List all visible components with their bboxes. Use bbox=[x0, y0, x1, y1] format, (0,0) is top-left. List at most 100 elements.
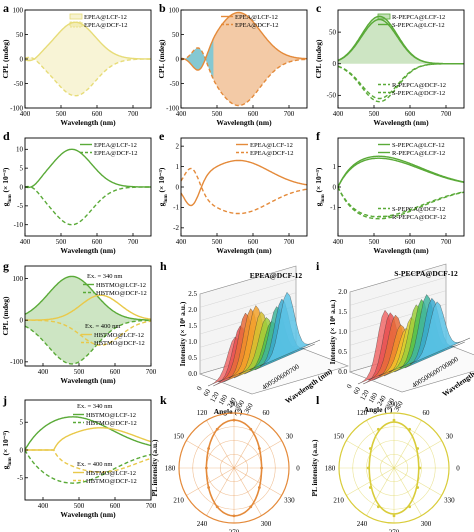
x-tick-label: 400 bbox=[176, 110, 187, 118]
x-tick-label: 700 bbox=[128, 110, 139, 118]
polar-point bbox=[260, 466, 264, 470]
angle-label-150: 150 bbox=[173, 433, 184, 441]
y-axis-label: CPL (mdeg) bbox=[1, 296, 10, 335]
legend-label-0: R-PEPCA@LCF-12 bbox=[392, 14, 445, 21]
y-tick-label: 50 bbox=[172, 31, 180, 39]
x-tick-label: 400 bbox=[38, 368, 49, 376]
ex340-label: Ex. = 340 nm bbox=[87, 273, 122, 280]
y-tick-label: 0 bbox=[176, 55, 180, 63]
z-axis-label: Intensity (× 10⁶ a.u.) bbox=[328, 299, 337, 364]
x-axis-label: Wavelength (nm) bbox=[60, 118, 116, 127]
y-tick-label: -2 bbox=[173, 224, 179, 232]
angular-grid bbox=[366, 467, 395, 516]
x-axis-label: Wavelength (nm) bbox=[60, 510, 116, 519]
angle-label-0: 0 bbox=[456, 465, 460, 473]
chart-title: EPEA@DCF-12 bbox=[250, 271, 303, 280]
polar-point bbox=[215, 427, 219, 431]
x-tick-label: 600 bbox=[110, 368, 121, 376]
series-line-3 bbox=[25, 319, 152, 346]
panel-label-c: c bbox=[316, 1, 322, 15]
x-axis-label: Wavelength (nm) bbox=[373, 246, 429, 255]
y-axis-label: glum (× 10⁻³) bbox=[1, 430, 13, 469]
legend-label-1-0: HBTMO@LCF-12 bbox=[86, 470, 136, 477]
angle-label-180: 180 bbox=[165, 465, 176, 473]
panel-g: 400 500 600 700 -100 0 100 Wavelength (nm) CPL (… bbox=[1, 265, 157, 385]
x-tick-label: 400 bbox=[38, 502, 49, 510]
y-tick-label: 50 bbox=[329, 28, 337, 36]
y-tick-label: 10 bbox=[16, 146, 24, 154]
panel-j: 400 500 600 700 -5 0 5 Wavelength (nm) glum (× 1… bbox=[1, 399, 157, 519]
x-axis-label: Wavelength (nm) bbox=[216, 118, 272, 127]
angle-axis-label: Angle (°) bbox=[364, 405, 393, 414]
x-tick-label: 400 bbox=[333, 110, 344, 118]
x-tick-label: 600 bbox=[248, 110, 259, 118]
panel-l: 0 30 60 90 120 150 180 210 240 270 300 330 PL intens… bbox=[310, 401, 460, 532]
angle-label-300: 300 bbox=[421, 520, 432, 528]
angular-grid bbox=[186, 440, 235, 469]
y-tick-label: -50 bbox=[14, 80, 24, 88]
legend-swatch bbox=[69, 21, 83, 28]
y-tick-label: 5 bbox=[20, 419, 24, 427]
angular-grid bbox=[233, 420, 262, 469]
angle-axis-label: Angle (°) bbox=[214, 407, 243, 416]
series-fill-0 bbox=[25, 276, 151, 321]
x-tick-label: 500 bbox=[212, 238, 223, 246]
panel-label-i: i bbox=[316, 259, 320, 273]
angular-grid bbox=[233, 467, 282, 496]
angle-label-300: 300 bbox=[261, 520, 272, 528]
angle-label-120: 120 bbox=[357, 409, 368, 417]
legend-label-1: EPEA@DCF-12 bbox=[235, 22, 279, 29]
angle-label-150: 150 bbox=[333, 433, 344, 441]
legend-label-1: EPEA@DCF-12 bbox=[250, 150, 294, 157]
x-tick-label: 600 bbox=[405, 238, 416, 246]
plot-frame bbox=[337, 9, 465, 109]
polar-point bbox=[207, 447, 211, 450]
y-tick-label: 0 bbox=[20, 316, 24, 324]
series-line-1 bbox=[24, 56, 151, 97]
angle-label-270: 270 bbox=[229, 529, 240, 532]
polar-point bbox=[232, 418, 236, 422]
polar-point bbox=[376, 505, 380, 509]
x-tick-label: 600 bbox=[92, 238, 103, 246]
x-tick-label: 500 bbox=[369, 110, 380, 118]
x-tick-label: 600 bbox=[110, 502, 121, 510]
angle-label-240: 240 bbox=[197, 520, 208, 528]
panel-e: 400 500 600 700 -2 -1 0 1 2 Wavelength (nm) glum (… bbox=[157, 137, 308, 255]
series-line-0 bbox=[24, 21, 151, 62]
y-tick-label: 0 bbox=[333, 183, 337, 191]
z-tick-label: 2.0 bbox=[188, 306, 197, 314]
angle-label-330: 330 bbox=[444, 497, 455, 505]
polar-point bbox=[368, 447, 372, 450]
y-tick-label: -1 bbox=[173, 204, 179, 212]
x-axis-label: Wavelength (nm) bbox=[373, 118, 429, 127]
panel-label-l: l bbox=[316, 393, 320, 407]
polar-point bbox=[418, 466, 422, 470]
legend-label-1-1: HBTMO@DCF-12 bbox=[86, 478, 137, 485]
polar-point bbox=[376, 427, 380, 431]
panel-label-f: f bbox=[316, 129, 321, 143]
series-line-3 bbox=[337, 63, 464, 100]
ex400-label: Ex. = 400 nm bbox=[77, 461, 112, 468]
polar-point bbox=[392, 418, 396, 422]
legend-label-3: S-PEPCA@DCF-12 bbox=[392, 90, 445, 97]
z-tick-label: 0.5 bbox=[188, 354, 197, 362]
legend-label-0-1: HBTMO@DCF-12 bbox=[86, 420, 137, 427]
ex340-label: Ex. = 340 nm bbox=[77, 403, 112, 410]
spectrum-trace-10 bbox=[259, 292, 321, 367]
legend-label-0-0: HBTMO@LCF-12 bbox=[96, 282, 146, 289]
x-tick-label: 600 bbox=[248, 238, 259, 246]
x-tick-label: 700 bbox=[146, 368, 157, 376]
panel-b: 400 500 600 700 -100 -50 0 50 100 Wavelength (nm)… bbox=[157, 6, 308, 127]
polar-point bbox=[416, 447, 420, 450]
x-tick-label: 700 bbox=[284, 238, 295, 246]
angle-label-30: 30 bbox=[446, 433, 454, 441]
series-line-0 bbox=[337, 155, 465, 188]
y-tick-label: -10 bbox=[14, 221, 24, 229]
angle-label-60: 60 bbox=[263, 409, 271, 417]
polar-point bbox=[368, 486, 372, 489]
angular-grid bbox=[366, 420, 395, 469]
y-tick-label: -5 bbox=[17, 202, 23, 210]
panel-label-h: h bbox=[160, 259, 167, 273]
